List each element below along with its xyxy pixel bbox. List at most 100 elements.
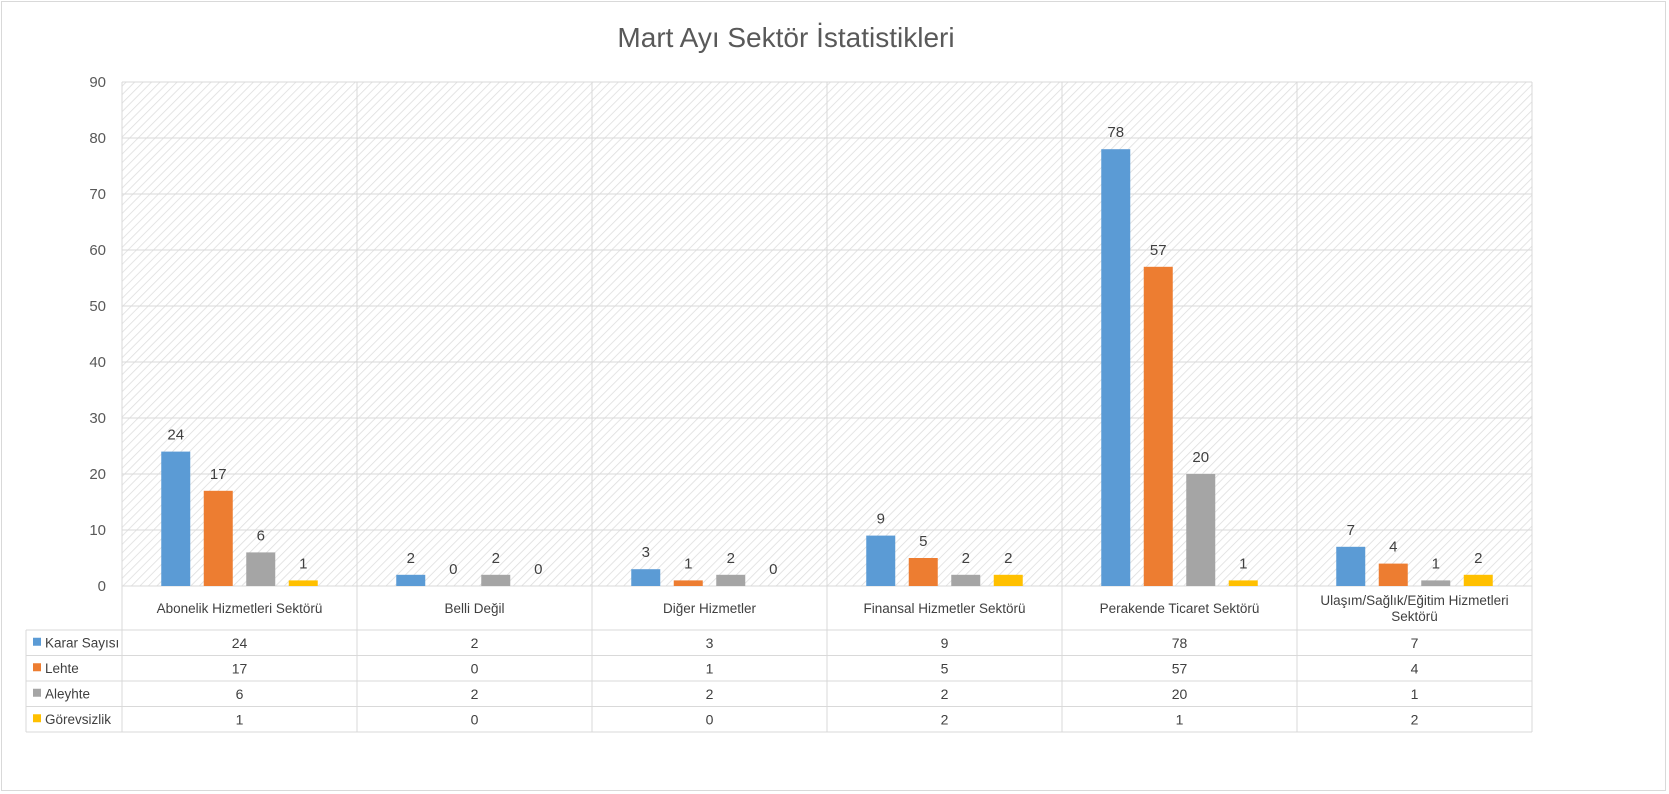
table-cell: 24 bbox=[232, 635, 248, 651]
y-tick-label: 20 bbox=[89, 466, 106, 483]
category-label: Ulaşım/Sağlık/Eğitim Hizmetleri bbox=[1320, 593, 1508, 608]
table-cell: 9 bbox=[941, 635, 949, 651]
data-label: 7 bbox=[1347, 522, 1355, 539]
bar bbox=[1143, 266, 1173, 586]
table-cell: 2 bbox=[706, 686, 714, 702]
bar bbox=[908, 558, 938, 586]
bar bbox=[673, 580, 703, 586]
bar bbox=[1186, 474, 1216, 586]
legend-label: Aleyhte bbox=[45, 686, 90, 701]
bar bbox=[1463, 574, 1493, 586]
table-cell: 0 bbox=[471, 660, 479, 676]
legend-swatch bbox=[33, 637, 41, 646]
bar bbox=[993, 574, 1023, 586]
table-cell: 1 bbox=[706, 660, 714, 676]
legend-label: Lehte bbox=[45, 661, 79, 676]
bar bbox=[1101, 149, 1131, 586]
data-table: Abonelik Hizmetleri Sektörü Belli Değil Di… bbox=[25, 593, 1532, 733]
category-label: Perakende Ticaret Sektörü bbox=[1100, 601, 1260, 616]
chart-text: Mart Ayı Sektör İstatistikleri bbox=[617, 22, 954, 53]
category-label: Abonelik Hizmetleri Sektörü bbox=[157, 601, 323, 616]
data-label: 2 bbox=[1004, 550, 1012, 567]
bar bbox=[161, 451, 191, 586]
legend-swatch bbox=[33, 663, 41, 672]
table-cell: 7 bbox=[1411, 635, 1419, 651]
table-cell: 4 bbox=[1411, 660, 1419, 676]
bars: 24 2 3 9 78 7 17 0 1 5 57 4 6 2 2 2 20 1 1 0 0 2 1 2 bbox=[161, 124, 1493, 586]
y-tick-label: 10 bbox=[89, 522, 106, 539]
table-cell: 57 bbox=[1172, 660, 1188, 676]
data-label: 24 bbox=[167, 427, 184, 444]
data-label: 17 bbox=[210, 466, 227, 483]
bar bbox=[1336, 546, 1366, 586]
data-label: 3 bbox=[642, 544, 650, 561]
y-tick-label: 40 bbox=[89, 354, 106, 371]
bar bbox=[288, 580, 318, 586]
category-label: Finansal Hizmetler Sektörü bbox=[863, 601, 1025, 616]
data-label: 1 bbox=[299, 555, 307, 572]
y-tick-label: 90 bbox=[89, 74, 106, 91]
chart-title: Mart Ayı Sektör İstatistikleri bbox=[617, 22, 954, 53]
data-label: 0 bbox=[534, 561, 542, 578]
data-label: 0 bbox=[449, 561, 457, 578]
bar bbox=[631, 569, 661, 586]
data-label: 9 bbox=[877, 511, 885, 528]
data-label: 0 bbox=[769, 561, 777, 578]
bar bbox=[481, 574, 511, 586]
bar bbox=[203, 490, 233, 586]
legend-swatch bbox=[33, 688, 41, 697]
y-tick-label: 0 bbox=[98, 578, 106, 595]
table-cell: 1 bbox=[1176, 711, 1184, 727]
data-label: 2 bbox=[1474, 550, 1482, 567]
table-cell: 20 bbox=[1172, 686, 1188, 702]
table-cell: 5 bbox=[941, 660, 949, 676]
legend-label: Görevsizlik bbox=[45, 712, 111, 727]
data-label: 1 bbox=[684, 555, 692, 572]
data-label: 2 bbox=[407, 550, 415, 567]
bar bbox=[951, 574, 981, 586]
data-label: 1 bbox=[1239, 555, 1247, 572]
data-label: 2 bbox=[962, 550, 970, 567]
bar bbox=[1378, 563, 1408, 586]
bar bbox=[1228, 580, 1258, 586]
y-tick-label: 60 bbox=[89, 242, 106, 259]
legend-swatch bbox=[33, 714, 41, 723]
table-cell: 2 bbox=[471, 635, 479, 651]
y-tick-label: 50 bbox=[89, 298, 106, 315]
table-cell: 0 bbox=[471, 711, 479, 727]
table-cell: 1 bbox=[1411, 686, 1419, 702]
table-cell: 2 bbox=[471, 686, 479, 702]
table-cell: 2 bbox=[941, 686, 949, 702]
category-label: Diğer Hizmetler bbox=[663, 601, 757, 616]
table-cell: 78 bbox=[1172, 635, 1188, 651]
data-label: 6 bbox=[257, 527, 265, 544]
table-cell: 2 bbox=[941, 711, 949, 727]
category-label: Belli Değil bbox=[444, 601, 504, 616]
table-cell: 2 bbox=[1411, 711, 1419, 727]
data-label: 1 bbox=[1432, 555, 1440, 572]
bar bbox=[1421, 580, 1451, 586]
data-label: 20 bbox=[1192, 449, 1209, 466]
data-label: 2 bbox=[727, 550, 735, 567]
bar bbox=[716, 574, 746, 586]
table-cell: 6 bbox=[236, 686, 244, 702]
legend-label: Karar Sayısı bbox=[45, 635, 119, 650]
bar bbox=[396, 574, 426, 586]
y-tick-label: 30 bbox=[89, 410, 106, 427]
table-cell: 17 bbox=[232, 660, 248, 676]
table-cell: 3 bbox=[706, 635, 714, 651]
y-tick-label: 80 bbox=[89, 130, 106, 147]
table-cell: 1 bbox=[236, 711, 244, 727]
data-label: 5 bbox=[919, 533, 927, 550]
data-label: 4 bbox=[1389, 539, 1397, 556]
data-label: 2 bbox=[492, 550, 500, 567]
data-label: 57 bbox=[1150, 242, 1167, 259]
category-label: Sektörü bbox=[1391, 609, 1438, 624]
y-tick-label: 70 bbox=[89, 186, 106, 203]
bar bbox=[866, 535, 896, 586]
bar bbox=[246, 552, 276, 586]
table-cell: 0 bbox=[706, 711, 714, 727]
